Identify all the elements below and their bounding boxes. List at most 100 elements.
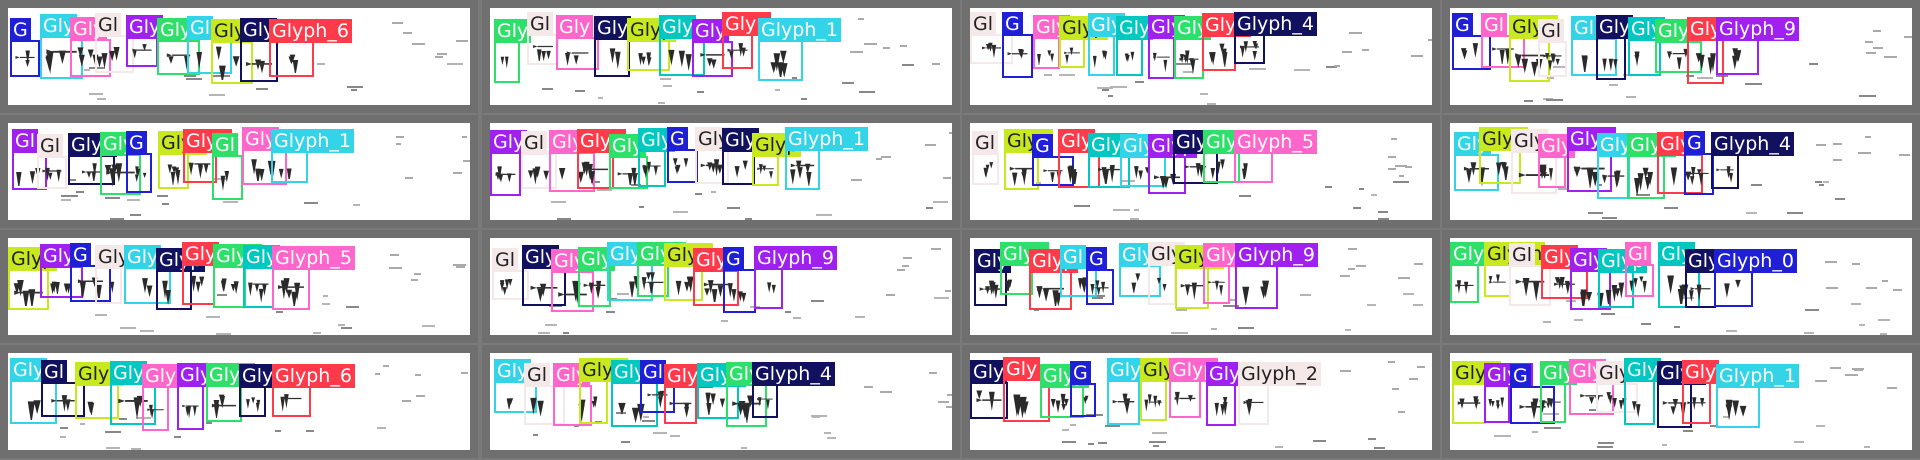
glyph-bounding-box[interactable]: Glyph bbox=[1484, 242, 1546, 297]
glyph-bounding-box[interactable]: Gl bbox=[1538, 19, 1567, 77]
glyph-bounding-box[interactable]: Gly bbox=[1148, 15, 1186, 79]
glyph-bounding-box[interactable]: Gl bbox=[1509, 243, 1551, 306]
glyph-bounding-box[interactable]: Gly bbox=[1107, 358, 1145, 425]
glyph-bounding-box[interactable]: G bbox=[1684, 131, 1714, 195]
glyph-bounding-box[interactable]: Gly bbox=[490, 130, 528, 196]
glyph-bounding-box[interactable]: Gly bbox=[110, 361, 156, 425]
glyph-bounding-box[interactable]: Glyp bbox=[1450, 242, 1500, 303]
glyph-bounding-box[interactable]: Glyph_9 bbox=[754, 246, 837, 309]
glyph-bounding-box[interactable]: Gl bbox=[492, 248, 529, 300]
glyph-bounding-box[interactable]: Glyph_2 bbox=[1238, 362, 1321, 425]
glyph-bounding-box[interactable]: Gl bbox=[524, 363, 565, 425]
glyph-bounding-box[interactable]: Glyp bbox=[579, 358, 629, 424]
glyph-bounding-box[interactable]: Glyph_9 bbox=[1716, 17, 1799, 75]
glyph-bounding-box[interactable]: Glyp bbox=[664, 364, 714, 424]
glyph-bounding-box[interactable]: Gly bbox=[126, 15, 164, 67]
glyph-bounding-box[interactable]: Glyp bbox=[206, 363, 256, 422]
glyph-bounding-box[interactable]: Glyp bbox=[1206, 362, 1256, 426]
glyph-bounding-box[interactable]: Gly bbox=[1174, 16, 1212, 79]
glyph-bounding-box[interactable]: Glyph_6 bbox=[269, 19, 352, 77]
glyph-bounding-box[interactable]: Gly bbox=[1596, 15, 1634, 80]
glyph-bounding-box[interactable]: Gly bbox=[1148, 242, 1186, 305]
glyph-bounding-box[interactable]: Gly bbox=[182, 242, 220, 305]
glyph-bounding-box[interactable]: G bbox=[1452, 13, 1491, 70]
glyph-bounding-box[interactable]: Glyph_1 bbox=[1716, 364, 1799, 428]
glyph-bounding-box[interactable]: G bbox=[667, 127, 698, 183]
glyph-bounding-box[interactable]: Glyph_5 bbox=[1234, 130, 1317, 184]
glyph-bounding-box[interactable]: Glyph_9 bbox=[1235, 243, 1318, 309]
glyph-bounding-box[interactable]: Gl bbox=[41, 360, 85, 417]
glyph-bounding-box[interactable]: Gly bbox=[594, 16, 632, 77]
glyph-bounding-box[interactable]: Gl bbox=[95, 13, 134, 73]
glyph-bounding-box[interactable]: Glyph_1 bbox=[785, 127, 868, 190]
glyph-bounding-box[interactable]: Gly bbox=[494, 19, 532, 83]
glyph-bounding-box[interactable]: G bbox=[1510, 364, 1555, 424]
glyph-bounding-box[interactable]: Glyp bbox=[1484, 363, 1534, 423]
glyph-bounding-box[interactable]: Glyph_4 bbox=[1234, 12, 1317, 64]
glyph-bounding-box[interactable]: Gly bbox=[578, 247, 616, 307]
glyph-bounding-box[interactable]: Glyph_4 bbox=[1711, 132, 1794, 189]
glyph-bounding-box[interactable]: Gly bbox=[1624, 358, 1662, 425]
glyph-bounding-box[interactable]: Glyp bbox=[722, 12, 772, 69]
glyph-bounding-box[interactable]: G bbox=[1070, 361, 1096, 417]
glyph-bounding-box[interactable]: Gly bbox=[211, 19, 253, 84]
glyph-bounding-box[interactable]: Glyp bbox=[1452, 361, 1502, 424]
glyph-bounding-box[interactable]: Glyp bbox=[177, 363, 227, 430]
glyph-bounding-box[interactable]: Gly bbox=[243, 245, 281, 308]
glyph-bounding-box[interactable]: G bbox=[723, 247, 756, 313]
glyph-bounding-box[interactable]: Gly bbox=[659, 15, 705, 76]
glyph-bounding-box[interactable]: G bbox=[1002, 12, 1033, 78]
glyph-bounding-box[interactable]: Gl bbox=[972, 131, 999, 185]
glyph-bounding-box[interactable]: Gly bbox=[95, 245, 133, 304]
glyph-bounding-box[interactable]: Gl bbox=[212, 133, 243, 200]
glyph-bounding-box[interactable]: Gly bbox=[124, 245, 171, 304]
glyph-bounding-box[interactable]: Glyp bbox=[1059, 16, 1109, 68]
glyph-bounding-box[interactable]: Glyp bbox=[1140, 358, 1190, 421]
glyph-bounding-box[interactable]: Gly bbox=[1088, 13, 1126, 76]
glyph-bounding-box[interactable]: Glyp bbox=[213, 244, 263, 308]
glyph-bounding-box[interactable]: Gl bbox=[1625, 242, 1654, 297]
glyph-bounding-box[interactable]: G bbox=[1086, 247, 1114, 305]
glyph-bounding-box[interactable]: Gl bbox=[527, 12, 559, 65]
glyph-bounding-box[interactable]: Gl bbox=[640, 360, 675, 413]
glyph-bounding-box[interactable]: Glyph_0 bbox=[1714, 249, 1797, 307]
glyph-bounding-box[interactable]: Gly bbox=[1682, 360, 1720, 424]
glyph-bounding-box[interactable]: Gly bbox=[722, 128, 760, 185]
glyph-bounding-box[interactable]: Gl bbox=[12, 129, 47, 190]
glyph-bounding-box[interactable]: Glyp bbox=[1202, 13, 1252, 71]
glyph-bounding-box[interactable]: Gly bbox=[1120, 134, 1166, 187]
glyph-bounding-box[interactable]: Gly bbox=[1596, 361, 1638, 413]
glyph-bounding-box[interactable]: G bbox=[70, 243, 111, 304]
glyph-bounding-box[interactable]: Gl bbox=[37, 134, 67, 189]
glyph-bounding-box[interactable]: Gly bbox=[1540, 361, 1578, 423]
glyph-bounding-box[interactable]: Gl bbox=[521, 131, 557, 189]
glyph-bounding-box[interactable]: Gly bbox=[1003, 357, 1050, 422]
glyph-bounding-box[interactable]: Gl bbox=[1481, 13, 1525, 68]
glyph-bounding-box[interactable]: G bbox=[126, 131, 152, 193]
glyph-bounding-box[interactable]: Gly bbox=[1116, 16, 1154, 76]
glyph-bounding-box[interactable]: Glyp bbox=[752, 133, 802, 186]
glyph-bounding-box[interactable]: Gly bbox=[239, 364, 277, 417]
glyph-bounding-box[interactable]: Gly bbox=[142, 364, 180, 431]
glyph-bounding-box[interactable]: Gly bbox=[556, 15, 599, 70]
glyph-bounding-box[interactable]: Gl bbox=[970, 12, 1013, 64]
glyph-bounding-box[interactable]: Gl bbox=[1571, 16, 1617, 76]
glyph-bounding-box[interactable]: Gly bbox=[970, 360, 1008, 419]
glyph-bounding-box[interactable]: Gly bbox=[1538, 134, 1576, 188]
glyph-bounding-box[interactable]: Glyph_6 bbox=[272, 364, 355, 417]
glyph-bounding-box[interactable]: Glyph_1 bbox=[758, 18, 841, 82]
glyph-bounding-box[interactable]: Gly bbox=[638, 128, 676, 187]
glyph-bounding-box[interactable]: Glyph_4 bbox=[752, 362, 835, 418]
glyph-bounding-box[interactable]: Glyp bbox=[1203, 243, 1253, 304]
glyph-bounding-box[interactable]: Gly bbox=[1685, 249, 1723, 308]
glyph-bounding-box[interactable]: Gly bbox=[240, 18, 278, 82]
glyph-bounding-box[interactable]: G bbox=[10, 18, 40, 77]
glyph-bounding-box[interactable]: Gl bbox=[187, 16, 232, 74]
glyph-bounding-box[interactable]: Gly bbox=[1033, 15, 1071, 69]
glyph-bounding-box[interactable]: Glyph_5 bbox=[272, 246, 355, 310]
glyph-bounding-box[interactable]: Gly bbox=[1597, 133, 1635, 199]
glyph-bounding-box[interactable]: Glyp bbox=[1169, 358, 1219, 418]
glyph-bounding-box[interactable]: Glyph_1 bbox=[271, 129, 354, 184]
glyph-bounding-box[interactable]: Gly bbox=[494, 359, 537, 413]
glyph-bounding-box[interactable]: Gly bbox=[522, 245, 566, 306]
